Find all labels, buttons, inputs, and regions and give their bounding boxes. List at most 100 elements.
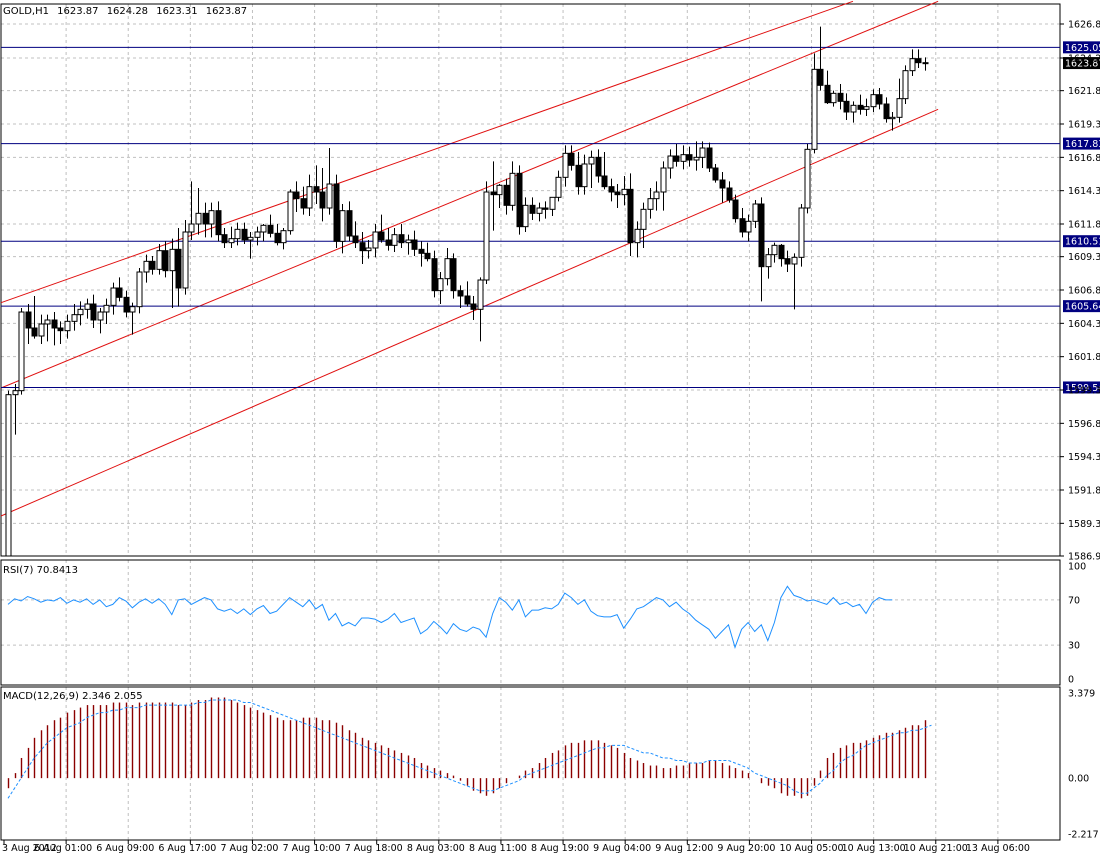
candle-body	[129, 306, 136, 313]
price-panel-frame	[0, 3, 1061, 557]
candle-body	[385, 239, 392, 246]
candle-body	[195, 212, 202, 225]
candle-body	[778, 244, 785, 260]
candle-body	[876, 94, 883, 105]
candle-body	[424, 252, 431, 260]
rsi-line	[7, 585, 893, 650]
close-value: 1623.87	[206, 6, 247, 17]
candle-body	[103, 304, 110, 313]
candle-body	[202, 212, 209, 225]
candle-body	[902, 70, 909, 100]
price-tick-label: 1586.90	[1068, 552, 1100, 563]
candle-body	[457, 290, 464, 297]
candle-body	[483, 191, 490, 281]
price-tick-label: 1596.85	[1068, 419, 1100, 430]
candle-body	[391, 234, 398, 246]
candle-body	[719, 179, 726, 189]
candle-body	[411, 239, 418, 250]
candle-body	[90, 303, 97, 321]
candle-body	[693, 156, 700, 161]
candle-body	[843, 100, 850, 113]
candle-body	[496, 184, 503, 196]
x-tick-label: 6 Aug 17:00	[158, 843, 216, 854]
candle-body	[706, 147, 713, 169]
candle-body	[555, 176, 562, 198]
candle-body	[542, 207, 549, 210]
x-tick-label: 8 Aug 19:00	[531, 843, 589, 854]
candle-body	[31, 327, 38, 337]
candle-body	[64, 320, 71, 332]
price-tick-label: 1614.30	[1068, 186, 1100, 197]
candle-body	[188, 223, 195, 233]
candle-body	[640, 208, 647, 230]
candle-body	[38, 323, 45, 337]
candle-body	[732, 199, 739, 220]
candle-body	[123, 296, 130, 313]
level-label-box	[1063, 137, 1100, 150]
candle-body	[568, 152, 575, 166]
candle-body	[464, 295, 471, 305]
level-label-box	[1063, 381, 1100, 394]
candle-body	[313, 186, 320, 193]
candle-body	[97, 311, 104, 321]
candle-body	[241, 228, 248, 241]
candle-body	[234, 228, 241, 240]
candle-body	[149, 260, 156, 270]
candle-body	[267, 224, 274, 234]
candle-body	[647, 198, 654, 210]
level-label: 1599.54	[1065, 383, 1100, 394]
x-tick-label: 6 Aug 01:00	[34, 843, 92, 854]
macd-signal-line	[7, 699, 932, 799]
x-tick-label: 10 Aug 05:00	[780, 843, 844, 854]
level-label: 1610.51	[1065, 237, 1100, 248]
candle-body	[752, 203, 759, 222]
candle-body	[418, 248, 425, 254]
candle-body	[12, 390, 19, 396]
candle-body	[536, 207, 543, 214]
candle-body	[77, 308, 84, 316]
candle-body	[509, 172, 516, 206]
candle-body	[817, 68, 824, 86]
rsi-tick-label: 100	[1068, 562, 1086, 573]
candle-body	[247, 236, 254, 241]
level-label-box	[1063, 41, 1100, 54]
candle-body	[889, 116, 896, 120]
candle-body	[169, 248, 176, 272]
candle-body	[726, 187, 733, 201]
rsi-panel-frame	[0, 559, 1061, 686]
x-tick-label: 9 Aug 04:00	[593, 843, 651, 854]
candle-body	[522, 204, 529, 228]
candle-body	[699, 147, 706, 158]
level-label: 1605.64	[1065, 302, 1100, 313]
candle-body	[136, 271, 143, 308]
level-label-box	[1063, 235, 1100, 248]
x-tick-label: 8 Aug 11:00	[469, 843, 527, 854]
candle-body	[745, 220, 752, 233]
candle-body	[333, 183, 340, 242]
candle-body	[850, 104, 857, 113]
candle-body	[25, 311, 32, 329]
candle-body	[601, 175, 608, 188]
price-tick-label: 1609.35	[1068, 252, 1100, 263]
candle-body	[208, 210, 215, 225]
candle-body	[915, 58, 922, 64]
macd-panel-frame	[0, 686, 1061, 841]
candle-body	[595, 156, 602, 177]
candle-body	[110, 287, 117, 306]
price-tick-label: 1626.80	[1068, 20, 1100, 31]
channel-line	[0, 0, 854, 304]
price-tick-label: 1599.35	[1068, 386, 1100, 397]
candle-body	[359, 242, 366, 252]
candle-body	[162, 250, 169, 272]
price-tick-label: 1601.85	[1068, 352, 1100, 363]
channel-line	[0, 108, 939, 517]
candle-body	[437, 278, 444, 292]
x-tick-label: 6 Aug 09:00	[96, 843, 154, 854]
level-label: 1625.05	[1065, 43, 1100, 54]
x-tick-label: 7 Aug 18:00	[345, 843, 403, 854]
macd-tick-label: 3.379	[1068, 689, 1095, 700]
rsi-header: RSI(7) 70.8413	[3, 565, 78, 576]
candle-body	[896, 98, 903, 118]
candle-body	[326, 183, 333, 209]
